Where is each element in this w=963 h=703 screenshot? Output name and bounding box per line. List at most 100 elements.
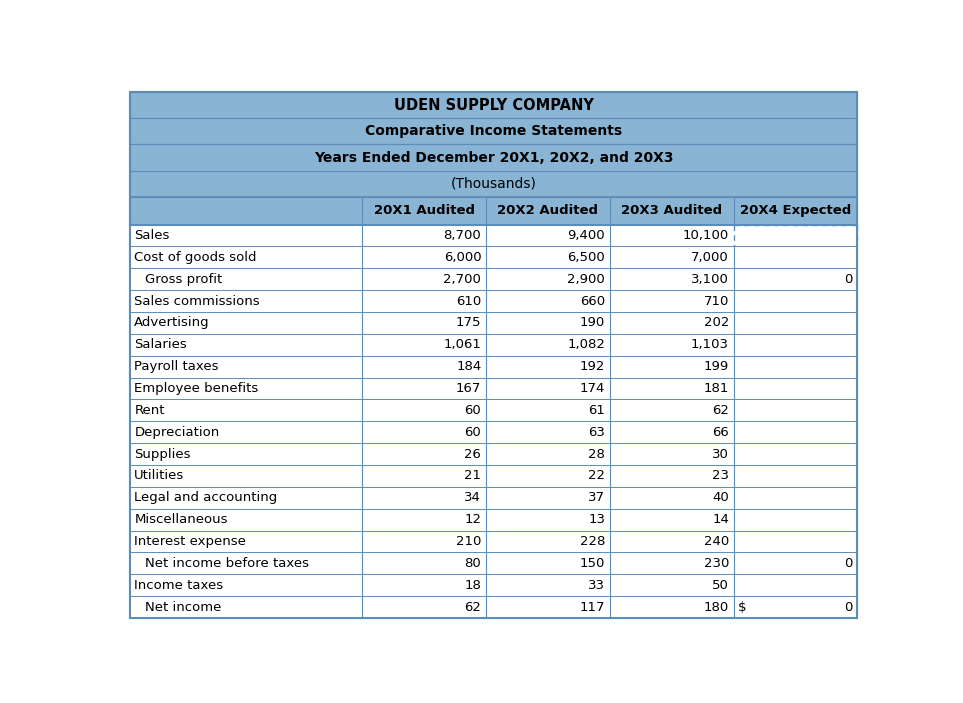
Bar bbox=[130, 144, 857, 171]
Bar bbox=[130, 118, 857, 144]
Text: 1,061: 1,061 bbox=[443, 338, 482, 352]
Text: Sales commissions: Sales commissions bbox=[134, 295, 260, 307]
Text: 60: 60 bbox=[464, 404, 482, 417]
Text: 80: 80 bbox=[464, 557, 482, 570]
Text: 210: 210 bbox=[455, 535, 482, 548]
Text: 13: 13 bbox=[588, 513, 605, 526]
Text: 37: 37 bbox=[588, 491, 605, 504]
Text: 26: 26 bbox=[464, 448, 482, 460]
Text: 28: 28 bbox=[588, 448, 605, 460]
Bar bbox=[130, 443, 857, 465]
Bar bbox=[130, 171, 857, 197]
Text: 3,100: 3,100 bbox=[691, 273, 729, 285]
Text: 202: 202 bbox=[704, 316, 729, 330]
Text: Salaries: Salaries bbox=[134, 338, 187, 352]
Text: 240: 240 bbox=[704, 535, 729, 548]
Text: 12: 12 bbox=[464, 513, 482, 526]
Text: 14: 14 bbox=[712, 513, 729, 526]
Bar bbox=[130, 197, 857, 224]
Text: 60: 60 bbox=[464, 425, 482, 439]
Bar bbox=[130, 465, 857, 486]
Text: 30: 30 bbox=[712, 448, 729, 460]
Text: 180: 180 bbox=[704, 600, 729, 614]
Text: 6,000: 6,000 bbox=[444, 251, 482, 264]
Text: 184: 184 bbox=[456, 360, 482, 373]
Bar bbox=[130, 246, 857, 269]
Text: 660: 660 bbox=[580, 295, 605, 307]
Bar bbox=[130, 596, 857, 618]
Text: 0: 0 bbox=[845, 273, 853, 285]
Text: 181: 181 bbox=[704, 382, 729, 395]
Text: 174: 174 bbox=[580, 382, 605, 395]
Text: 66: 66 bbox=[713, 425, 729, 439]
Text: 20X2 Audited: 20X2 Audited bbox=[497, 204, 598, 217]
Text: 230: 230 bbox=[704, 557, 729, 570]
Text: 21: 21 bbox=[464, 470, 482, 482]
Text: 33: 33 bbox=[588, 579, 605, 592]
Text: Advertising: Advertising bbox=[134, 316, 210, 330]
Bar bbox=[130, 290, 857, 312]
Text: 20X4 Expected: 20X4 Expected bbox=[740, 204, 851, 217]
Text: Depreciation: Depreciation bbox=[134, 425, 220, 439]
Bar bbox=[130, 421, 857, 443]
Text: 34: 34 bbox=[464, 491, 482, 504]
Bar bbox=[130, 574, 857, 596]
Text: 192: 192 bbox=[580, 360, 605, 373]
Text: Supplies: Supplies bbox=[134, 448, 191, 460]
Bar bbox=[130, 553, 857, 574]
Text: 0: 0 bbox=[845, 600, 853, 614]
Text: 18: 18 bbox=[464, 579, 482, 592]
Bar bbox=[130, 356, 857, 378]
Text: Years Ended December 20X1, 20X2, and 20X3: Years Ended December 20X1, 20X2, and 20X… bbox=[314, 150, 673, 165]
Text: Comparative Income Statements: Comparative Income Statements bbox=[365, 124, 622, 138]
Text: UDEN SUPPLY COMPANY: UDEN SUPPLY COMPANY bbox=[394, 98, 593, 112]
Text: 7,000: 7,000 bbox=[691, 251, 729, 264]
Text: $: $ bbox=[739, 600, 746, 614]
Text: 10,100: 10,100 bbox=[683, 229, 729, 242]
Text: 117: 117 bbox=[580, 600, 605, 614]
Text: 23: 23 bbox=[712, 470, 729, 482]
Text: Net income before taxes: Net income before taxes bbox=[145, 557, 309, 570]
Bar bbox=[130, 92, 857, 118]
Text: Net income: Net income bbox=[145, 600, 221, 614]
Text: 22: 22 bbox=[588, 470, 605, 482]
Text: 0: 0 bbox=[845, 557, 853, 570]
Bar bbox=[130, 399, 857, 421]
Text: 8,700: 8,700 bbox=[444, 229, 482, 242]
Text: 1,103: 1,103 bbox=[690, 338, 729, 352]
Bar bbox=[130, 312, 857, 334]
Text: 175: 175 bbox=[455, 316, 482, 330]
Text: Gross profit: Gross profit bbox=[145, 273, 222, 285]
Text: Rent: Rent bbox=[134, 404, 165, 417]
Bar bbox=[130, 269, 857, 290]
Text: 610: 610 bbox=[456, 295, 482, 307]
Text: 710: 710 bbox=[704, 295, 729, 307]
Text: Cost of goods sold: Cost of goods sold bbox=[134, 251, 257, 264]
Text: 63: 63 bbox=[588, 425, 605, 439]
Text: Payroll taxes: Payroll taxes bbox=[134, 360, 219, 373]
Text: Sales: Sales bbox=[134, 229, 169, 242]
Text: 2,900: 2,900 bbox=[567, 273, 605, 285]
Text: Interest expense: Interest expense bbox=[134, 535, 247, 548]
Text: (Thousands): (Thousands) bbox=[451, 176, 536, 191]
Bar bbox=[130, 486, 857, 509]
Bar bbox=[130, 531, 857, 553]
Text: 228: 228 bbox=[580, 535, 605, 548]
Text: 199: 199 bbox=[704, 360, 729, 373]
Text: 50: 50 bbox=[712, 579, 729, 592]
Bar bbox=[130, 509, 857, 531]
Text: 62: 62 bbox=[464, 600, 482, 614]
Text: 62: 62 bbox=[712, 404, 729, 417]
Text: Utilities: Utilities bbox=[134, 470, 185, 482]
Text: Legal and accounting: Legal and accounting bbox=[134, 491, 277, 504]
Text: Income taxes: Income taxes bbox=[134, 579, 223, 592]
Text: Employee benefits: Employee benefits bbox=[134, 382, 259, 395]
Bar bbox=[130, 224, 857, 246]
Text: 2,700: 2,700 bbox=[443, 273, 482, 285]
Text: 9,400: 9,400 bbox=[567, 229, 605, 242]
Bar bbox=[130, 334, 857, 356]
Text: 150: 150 bbox=[580, 557, 605, 570]
Text: 20X1 Audited: 20X1 Audited bbox=[374, 204, 475, 217]
Text: 40: 40 bbox=[713, 491, 729, 504]
Bar bbox=[130, 378, 857, 399]
